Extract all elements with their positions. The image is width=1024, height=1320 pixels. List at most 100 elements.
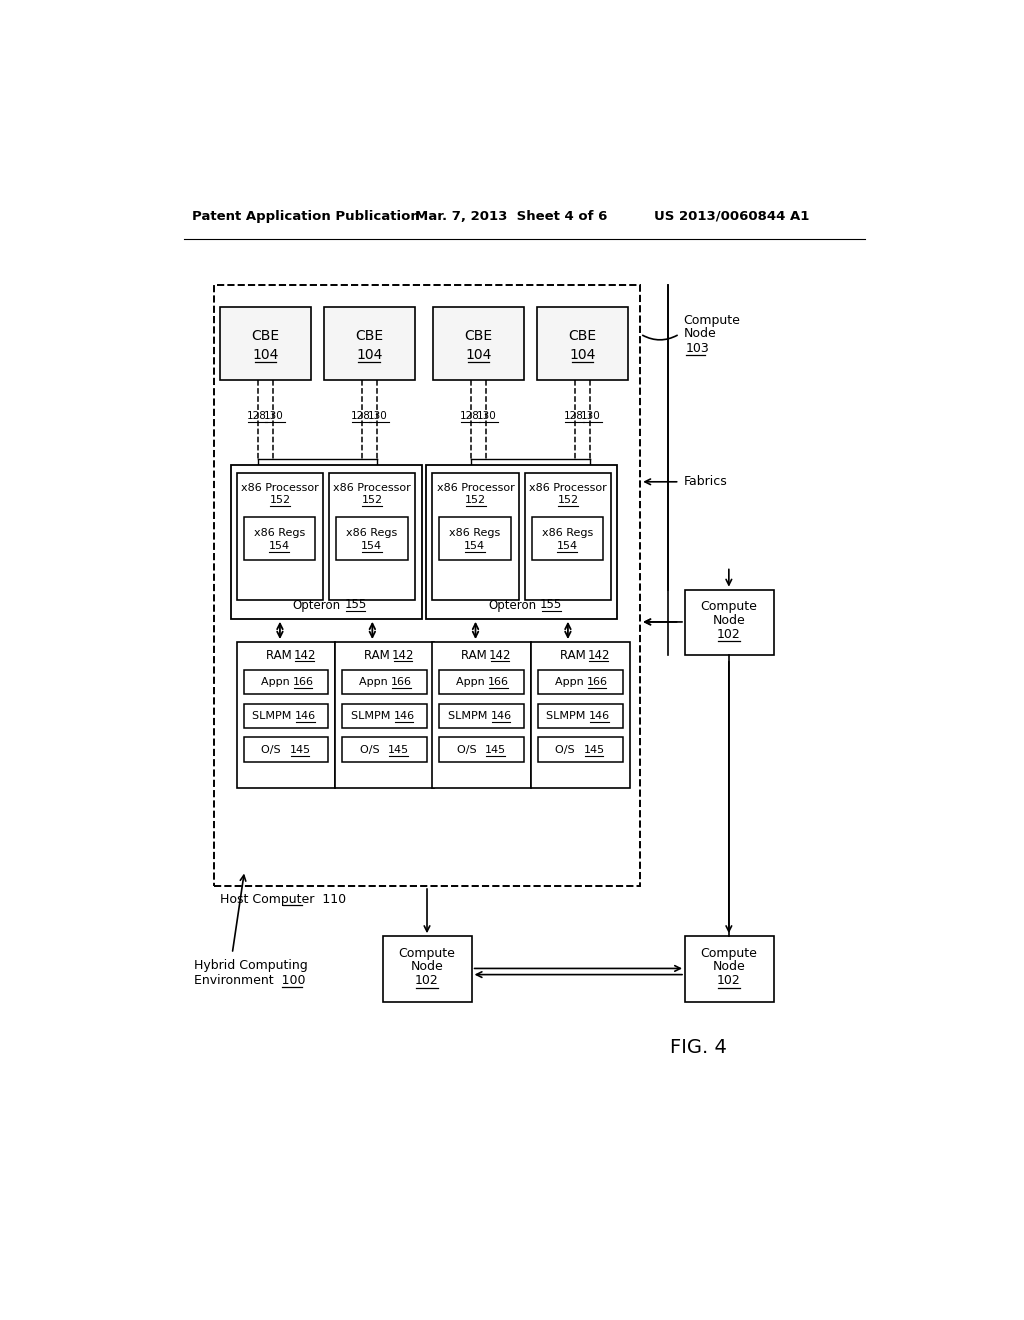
Bar: [336, 642, 434, 788]
Text: 130: 130: [477, 411, 497, 421]
Text: 104: 104: [466, 347, 492, 362]
Bar: [439, 738, 524, 762]
Text: 128: 128: [247, 411, 267, 421]
Text: 166: 166: [587, 677, 607, 686]
Text: 130: 130: [368, 411, 388, 421]
Bar: [214, 285, 640, 886]
Bar: [433, 308, 524, 380]
Text: Appn: Appn: [456, 677, 492, 686]
Bar: [342, 704, 427, 729]
Bar: [330, 473, 416, 599]
Text: 104: 104: [356, 347, 382, 362]
Bar: [685, 590, 773, 655]
Text: US 2013/0060844 A1: US 2013/0060844 A1: [654, 210, 810, 223]
Text: SLMPM: SLMPM: [546, 711, 593, 721]
Text: Compute: Compute: [398, 946, 456, 960]
Text: 145: 145: [485, 744, 506, 755]
Bar: [230, 465, 422, 619]
Text: Opteron: Opteron: [293, 598, 341, 611]
Text: Compute: Compute: [683, 314, 740, 326]
Text: 155: 155: [344, 598, 367, 611]
Text: 142: 142: [588, 648, 610, 661]
Text: 104: 104: [252, 347, 279, 362]
Text: 152: 152: [361, 495, 383, 506]
Text: RAM: RAM: [560, 648, 593, 661]
Text: O/S: O/S: [359, 744, 386, 755]
Text: 152: 152: [269, 495, 291, 506]
Bar: [538, 704, 623, 729]
Bar: [342, 738, 427, 762]
Text: CBE: CBE: [355, 329, 383, 343]
Text: 152: 152: [465, 495, 486, 506]
Text: FIG. 4: FIG. 4: [670, 1039, 726, 1057]
Text: O/S: O/S: [555, 744, 582, 755]
Text: Node: Node: [411, 961, 443, 973]
Text: SLMPM: SLMPM: [252, 711, 299, 721]
Text: 128: 128: [351, 411, 371, 421]
Bar: [531, 517, 603, 560]
Text: CBE: CBE: [465, 329, 493, 343]
Text: 142: 142: [293, 648, 315, 661]
Text: 142: 142: [392, 648, 415, 661]
Text: Environment  100: Environment 100: [194, 974, 305, 987]
Text: Node: Node: [713, 614, 745, 627]
Bar: [432, 473, 518, 599]
Bar: [439, 517, 511, 560]
Bar: [237, 642, 336, 788]
Text: 152: 152: [557, 495, 579, 506]
Text: 146: 146: [393, 711, 415, 721]
Bar: [531, 642, 630, 788]
Bar: [237, 473, 323, 599]
Text: 146: 146: [490, 711, 512, 721]
Text: O/S: O/S: [261, 744, 288, 755]
Text: x86 Regs: x86 Regs: [450, 528, 501, 537]
Text: Node: Node: [683, 327, 716, 341]
Text: SLMPM: SLMPM: [350, 711, 397, 721]
Bar: [244, 517, 315, 560]
Bar: [426, 465, 617, 619]
Text: 128: 128: [460, 411, 480, 421]
Text: 102: 102: [717, 974, 740, 987]
Bar: [432, 642, 531, 788]
Bar: [324, 308, 415, 380]
Text: x86 Processor: x86 Processor: [241, 483, 318, 492]
Text: 142: 142: [488, 648, 511, 661]
Bar: [538, 669, 623, 694]
Text: x86 Regs: x86 Regs: [346, 528, 397, 537]
Text: Opteron: Opteron: [488, 598, 537, 611]
Text: 103: 103: [686, 342, 710, 355]
Text: 128: 128: [564, 411, 584, 421]
Text: Fabrics: Fabrics: [683, 475, 727, 488]
Text: 102: 102: [415, 974, 439, 987]
Bar: [524, 473, 611, 599]
Text: 145: 145: [388, 744, 409, 755]
Text: Appn: Appn: [359, 677, 395, 686]
Text: x86 Regs: x86 Regs: [542, 528, 593, 537]
Text: Host Computer  110: Host Computer 110: [220, 894, 346, 907]
Text: Compute: Compute: [700, 946, 758, 960]
Text: 130: 130: [264, 411, 284, 421]
Text: 166: 166: [391, 677, 412, 686]
Bar: [685, 936, 773, 1002]
Bar: [439, 704, 524, 729]
Bar: [383, 936, 472, 1002]
Text: RAM: RAM: [265, 648, 299, 661]
Text: 155: 155: [540, 598, 562, 611]
Text: 166: 166: [293, 677, 313, 686]
Bar: [244, 738, 329, 762]
Text: Appn: Appn: [260, 677, 296, 686]
Bar: [336, 517, 408, 560]
Text: O/S: O/S: [457, 744, 483, 755]
Text: x86 Processor: x86 Processor: [436, 483, 514, 492]
Text: x86 Regs: x86 Regs: [254, 528, 305, 537]
Text: 146: 146: [295, 711, 316, 721]
Text: 154: 154: [464, 541, 485, 550]
Bar: [538, 308, 628, 380]
Text: Node: Node: [713, 961, 745, 973]
Text: Hybrid Computing: Hybrid Computing: [194, 958, 307, 972]
Text: 146: 146: [589, 711, 610, 721]
Bar: [342, 669, 427, 694]
Text: SLMPM: SLMPM: [447, 711, 495, 721]
Text: RAM: RAM: [365, 648, 397, 661]
Text: 102: 102: [717, 628, 740, 640]
